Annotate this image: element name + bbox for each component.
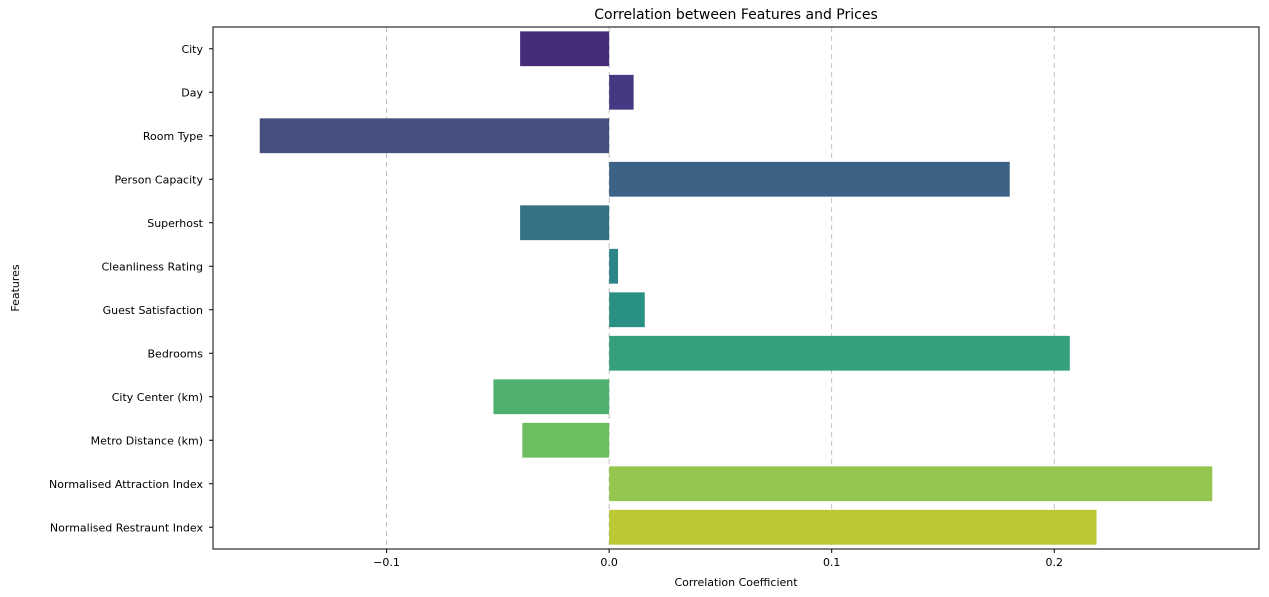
bar bbox=[609, 466, 1213, 502]
x-tick-label: 0.0 bbox=[600, 556, 618, 569]
y-tick-label: Normalised Attraction Index bbox=[49, 478, 203, 491]
x-axis: −0.1 0.0 0.1 0.2 bbox=[373, 549, 1063, 569]
x-axis-label: Correlation Coefficient bbox=[674, 576, 798, 589]
y-tick-label: Normalised Restraunt Index bbox=[50, 521, 204, 534]
bar bbox=[609, 292, 645, 328]
y-tick-label: Day bbox=[181, 86, 203, 99]
bar bbox=[520, 205, 610, 241]
y-tick-label: Metro Distance (km) bbox=[91, 434, 203, 447]
bar bbox=[259, 118, 610, 154]
chart-title: Correlation between Features and Prices bbox=[594, 7, 878, 23]
y-axis: City Day Room Type Person Capacity Superhost… bbox=[49, 43, 213, 534]
y-tick-label: City bbox=[181, 43, 203, 56]
bar bbox=[522, 422, 610, 458]
y-tick-label: Person Capacity bbox=[114, 173, 203, 186]
y-axis-label: Features bbox=[9, 264, 22, 312]
x-tick-label: −0.1 bbox=[373, 556, 400, 569]
x-tick-label: 0.1 bbox=[823, 556, 841, 569]
y-tick-label: Room Type bbox=[143, 130, 203, 143]
bar bbox=[520, 31, 610, 67]
plot-frame bbox=[212, 26, 1260, 550]
bars bbox=[259, 31, 1213, 545]
bar bbox=[609, 74, 634, 110]
y-tick-label: Guest Satisfaction bbox=[103, 304, 203, 317]
y-tick-label: City Center (km) bbox=[112, 391, 203, 404]
y-tick-label: Cleanliness Rating bbox=[102, 260, 204, 273]
bar bbox=[609, 335, 1070, 371]
x-tick-label: 0.2 bbox=[1046, 556, 1064, 569]
grid-lines bbox=[386, 27, 1055, 549]
y-tick-label: Bedrooms bbox=[148, 347, 204, 360]
bar bbox=[609, 509, 1097, 545]
y-tick-label: Superhost bbox=[147, 217, 203, 230]
bar bbox=[609, 248, 619, 284]
bar bbox=[609, 161, 1010, 197]
bar bbox=[493, 379, 610, 415]
